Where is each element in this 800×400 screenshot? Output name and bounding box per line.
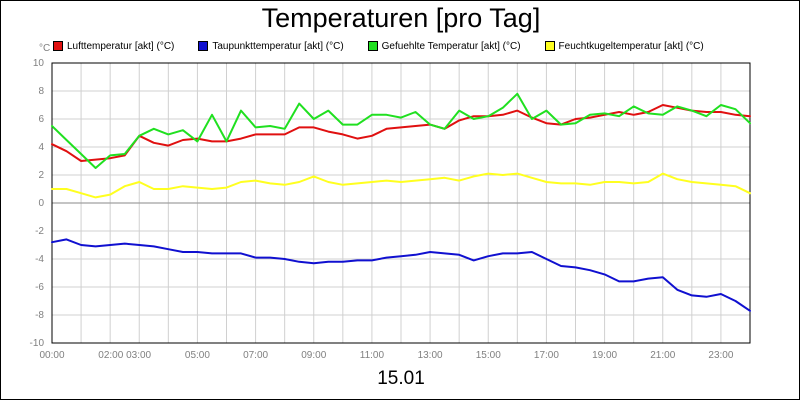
y-tick-label: 10 [33,58,45,69]
x-tick-label: 09:00 [301,350,326,361]
legend-label: Feuchtkugeltemperatur [akt] (°C) [558,40,704,52]
x-tick-label: 13:00 [418,350,443,361]
x-tick-label: 23:00 [708,350,733,361]
y-axis-unit-label: °C [39,43,51,54]
x-tick-label: 07:00 [243,350,268,361]
series-line-1 [51,238,751,312]
series-line-0 [51,104,751,162]
legend-label: Gefuehlte Temperatur [akt] (°C) [381,40,521,52]
legend-label: Taupunkttemperatur [akt] (°C) [212,40,344,52]
y-tick-label: -2 [35,226,44,237]
x-tick-label: 05:00 [185,350,210,361]
legend-swatch-red [53,41,63,51]
x-tick-label: 21:00 [650,350,675,361]
legend-swatch-blue [198,41,209,51]
chart-title: Temperaturen [pro Tag] [261,3,541,33]
y-tick-label: 8 [38,86,44,97]
y-tick-label: 4 [38,142,44,153]
legend-item-taupunkttemperatur: Taupunkttemperatur [akt] (°C) [198,40,344,52]
legend-label: Lufttemperatur [akt] (°C) [67,40,175,52]
y-tick-label: -4 [35,254,44,265]
legend-swatch-green [367,41,378,51]
x-tick-label: 17:00 [534,350,559,361]
x-tick-label: 00:00 [39,350,64,361]
legend-item-gefuehlte-temperatur: Gefuehlte Temperatur [akt] (°C) [367,40,521,52]
y-tick-label: -8 [35,310,44,321]
x-tick-label: 15:00 [476,350,501,361]
y-tick-label: 6 [38,114,44,125]
x-axis-date-label: 15.01 [377,368,425,389]
y-tick-label: -6 [35,282,44,293]
y-tick-label: 0 [38,198,44,209]
y-tick-label: 2 [38,170,44,181]
series-line-3 [51,172,751,199]
x-tick-label: 11:00 [360,350,385,361]
series-line-2 [51,92,751,169]
x-tick-label: 19:00 [592,350,617,361]
plot-border [51,62,751,344]
y-tick-label: -10 [30,338,45,349]
legend: Lufttemperatur [akt] (°C) Taupunkttemper… [53,39,728,53]
legend-swatch-yellow [544,41,555,51]
legend-item-lufttemperatur: Lufttemperatur [akt] (°C) [53,41,174,52]
legend-item-feuchtkugeltemperatur: Feuchtkugeltemperatur [akt] (°C) [544,40,704,52]
x-tick-label: 02:00 03:00 [98,350,151,361]
